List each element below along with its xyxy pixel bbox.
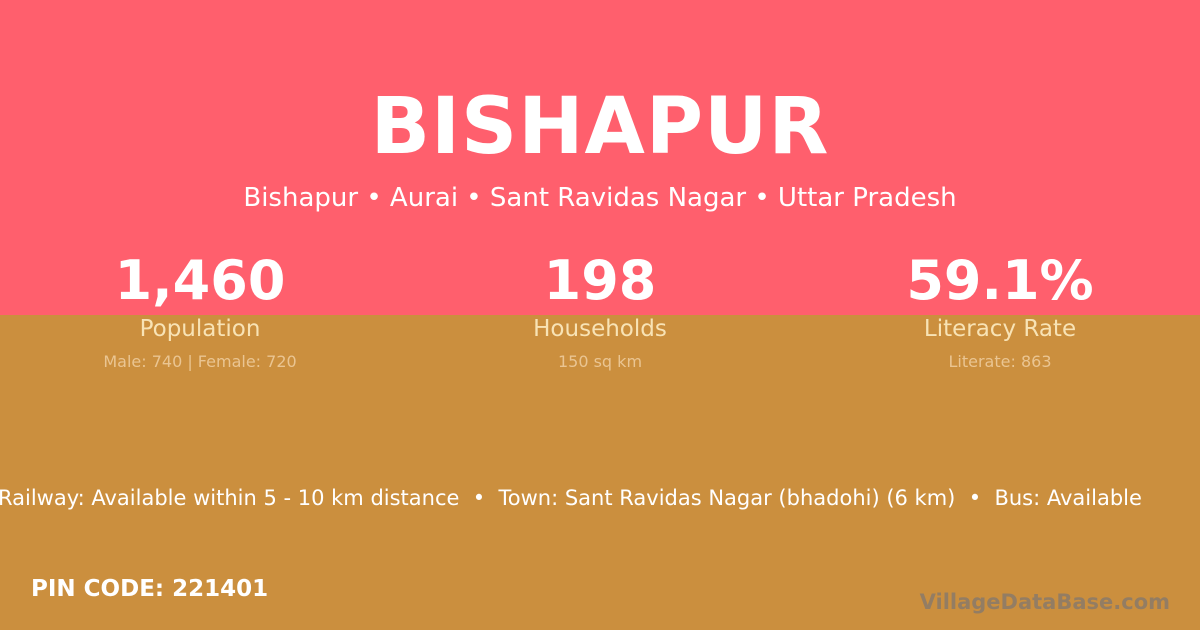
stat-detail: 150 sq km: [557, 352, 643, 371]
stat-value: 198: [543, 249, 657, 312]
brand-watermark: VillageDataBase.com: [919, 590, 1170, 614]
location-breadcrumb: Bishapur • Aurai • Sant Ravidas Nagar • …: [243, 183, 957, 213]
stat-label: Literacy Rate: [923, 316, 1077, 342]
stat-label: Households: [533, 316, 667, 342]
header-band: [0, 0, 1200, 315]
stat-detail: Literate: 863: [948, 352, 1052, 371]
stat-value: 59.1%: [906, 249, 1094, 312]
amenities-ticker: Railway: Available within 5 - 10 km dist…: [0, 486, 1142, 510]
stat-value: 1,460: [114, 249, 286, 312]
stat-label: Population: [139, 316, 261, 342]
village-title: BISHAPUR: [370, 82, 830, 172]
stat-population: 1,460 Population Male: 740 | Female: 720: [0, 249, 400, 372]
stat-households: 198 Households 150 sq km: [400, 249, 800, 372]
stat-literacy: 59.1% Literacy Rate Literate: 863: [800, 249, 1200, 372]
stat-detail: Male: 740 | Female: 720: [103, 352, 297, 371]
pin-code: PIN CODE: 221401: [31, 576, 269, 602]
